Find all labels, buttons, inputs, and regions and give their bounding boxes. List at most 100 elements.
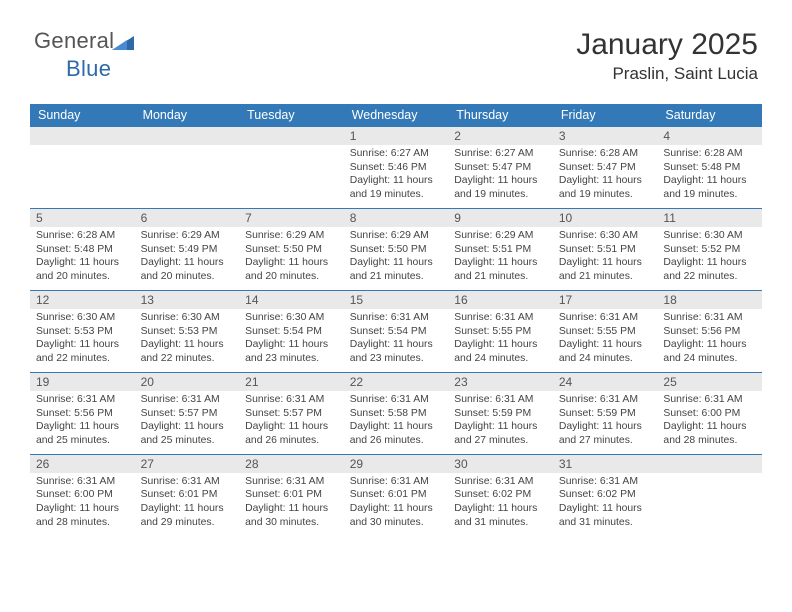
day-info-line: Sunrise: 6:30 AM (141, 311, 234, 325)
day-number: 18 (657, 291, 762, 309)
day-info-line: and 20 minutes. (141, 270, 234, 284)
day-cell: 6Sunrise: 6:29 AMSunset: 5:49 PMDaylight… (135, 209, 240, 290)
day-info-line: and 19 minutes. (663, 188, 756, 202)
day-info: Sunrise: 6:31 AMSunset: 5:56 PMDaylight:… (663, 311, 756, 366)
day-info-line: Sunrise: 6:31 AM (454, 393, 547, 407)
day-cell (135, 127, 240, 208)
day-cell: 13Sunrise: 6:30 AMSunset: 5:53 PMDayligh… (135, 291, 240, 372)
day-info-line: Sunrise: 6:27 AM (350, 147, 443, 161)
day-cell: 4Sunrise: 6:28 AMSunset: 5:48 PMDaylight… (657, 127, 762, 208)
day-header: Sunday (30, 104, 135, 127)
day-info-line: Sunrise: 6:31 AM (454, 475, 547, 489)
day-info-line: Sunrise: 6:31 AM (663, 311, 756, 325)
day-info: Sunrise: 6:31 AMSunset: 5:57 PMDaylight:… (245, 393, 338, 448)
day-cell: 22Sunrise: 6:31 AMSunset: 5:58 PMDayligh… (344, 373, 449, 454)
day-info-line: Daylight: 11 hours (454, 502, 547, 516)
day-info-line: Daylight: 11 hours (663, 174, 756, 188)
day-cell: 3Sunrise: 6:28 AMSunset: 5:47 PMDaylight… (553, 127, 658, 208)
day-info-line: and 24 minutes. (663, 352, 756, 366)
day-info-line: Sunset: 6:01 PM (350, 488, 443, 502)
day-info-line: Sunset: 5:57 PM (141, 407, 234, 421)
day-info: Sunrise: 6:31 AMSunset: 6:02 PMDaylight:… (454, 475, 547, 530)
day-info: Sunrise: 6:31 AMSunset: 6:01 PMDaylight:… (245, 475, 338, 530)
day-info: Sunrise: 6:31 AMSunset: 6:00 PMDaylight:… (663, 393, 756, 448)
day-info-line: Sunrise: 6:30 AM (245, 311, 338, 325)
day-info: Sunrise: 6:29 AMSunset: 5:50 PMDaylight:… (350, 229, 443, 284)
day-cell: 5Sunrise: 6:28 AMSunset: 5:48 PMDaylight… (30, 209, 135, 290)
day-number (239, 127, 344, 145)
day-info-line: Sunset: 5:47 PM (454, 161, 547, 175)
day-info-line: Daylight: 11 hours (36, 420, 129, 434)
day-info-line: and 25 minutes. (36, 434, 129, 448)
day-info-line: Sunset: 5:51 PM (559, 243, 652, 257)
day-info-line: Sunrise: 6:31 AM (350, 393, 443, 407)
day-number: 27 (135, 455, 240, 473)
day-info: Sunrise: 6:30 AMSunset: 5:51 PMDaylight:… (559, 229, 652, 284)
day-cell (239, 127, 344, 208)
day-info-line: Daylight: 11 hours (245, 256, 338, 270)
day-info-line: Daylight: 11 hours (350, 420, 443, 434)
day-info-line: Sunset: 5:59 PM (559, 407, 652, 421)
day-cell: 10Sunrise: 6:30 AMSunset: 5:51 PMDayligh… (553, 209, 658, 290)
day-number: 7 (239, 209, 344, 227)
week-row: 1Sunrise: 6:27 AMSunset: 5:46 PMDaylight… (30, 127, 762, 209)
day-cell: 9Sunrise: 6:29 AMSunset: 5:51 PMDaylight… (448, 209, 553, 290)
day-info-line: Sunset: 5:50 PM (350, 243, 443, 257)
day-info-line: Sunset: 5:47 PM (559, 161, 652, 175)
day-info-line: Sunrise: 6:31 AM (559, 393, 652, 407)
day-info: Sunrise: 6:29 AMSunset: 5:51 PMDaylight:… (454, 229, 547, 284)
day-info-line: Daylight: 11 hours (350, 502, 443, 516)
day-info-line: Sunset: 5:52 PM (663, 243, 756, 257)
day-number: 15 (344, 291, 449, 309)
day-info-line: Daylight: 11 hours (245, 338, 338, 352)
day-info-line: Sunset: 6:02 PM (559, 488, 652, 502)
day-cell: 27Sunrise: 6:31 AMSunset: 6:01 PMDayligh… (135, 455, 240, 536)
day-number: 31 (553, 455, 658, 473)
day-info-line: and 22 minutes. (36, 352, 129, 366)
day-info-line: Sunrise: 6:28 AM (663, 147, 756, 161)
day-info-line: Daylight: 11 hours (454, 174, 547, 188)
day-info-line: Sunset: 5:53 PM (141, 325, 234, 339)
day-cell: 28Sunrise: 6:31 AMSunset: 6:01 PMDayligh… (239, 455, 344, 536)
day-number: 22 (344, 373, 449, 391)
day-info-line: Daylight: 11 hours (245, 502, 338, 516)
day-info: Sunrise: 6:31 AMSunset: 6:00 PMDaylight:… (36, 475, 129, 530)
day-info-line: Sunrise: 6:31 AM (559, 475, 652, 489)
day-info-line: Sunset: 5:57 PM (245, 407, 338, 421)
day-info: Sunrise: 6:28 AMSunset: 5:48 PMDaylight:… (36, 229, 129, 284)
day-info-line: and 24 minutes. (559, 352, 652, 366)
day-cell: 17Sunrise: 6:31 AMSunset: 5:55 PMDayligh… (553, 291, 658, 372)
day-cell: 14Sunrise: 6:30 AMSunset: 5:54 PMDayligh… (239, 291, 344, 372)
day-info-line: Sunset: 5:46 PM (350, 161, 443, 175)
day-header: Monday (135, 104, 240, 127)
day-cell: 2Sunrise: 6:27 AMSunset: 5:47 PMDaylight… (448, 127, 553, 208)
day-number: 12 (30, 291, 135, 309)
day-cell: 8Sunrise: 6:29 AMSunset: 5:50 PMDaylight… (344, 209, 449, 290)
day-number: 30 (448, 455, 553, 473)
day-number: 21 (239, 373, 344, 391)
day-info: Sunrise: 6:31 AMSunset: 5:57 PMDaylight:… (141, 393, 234, 448)
day-info-line: Sunrise: 6:31 AM (559, 311, 652, 325)
day-info-line: and 31 minutes. (559, 516, 652, 530)
day-cell: 1Sunrise: 6:27 AMSunset: 5:46 PMDaylight… (344, 127, 449, 208)
day-info-line: and 27 minutes. (559, 434, 652, 448)
day-cell: 30 Sunrise: 6:31 AMSunset: 6:02 PMDayligh… (448, 455, 553, 536)
day-info-line: Daylight: 11 hours (663, 338, 756, 352)
day-info-line: Sunrise: 6:31 AM (141, 475, 234, 489)
day-info-line: Daylight: 11 hours (559, 174, 652, 188)
day-cell: 15 Sunrise: 6:31 AMSunset: 5:54 PMDayligh… (344, 291, 449, 372)
day-info-line: Sunrise: 6:28 AM (36, 229, 129, 243)
day-number: 29 (344, 455, 449, 473)
day-info-line: and 21 minutes. (350, 270, 443, 284)
day-header: Wednesday (344, 104, 449, 127)
day-info-line: and 20 minutes. (245, 270, 338, 284)
day-info-line: and 22 minutes. (141, 352, 234, 366)
day-info-line: and 20 minutes. (36, 270, 129, 284)
day-header: Saturday (657, 104, 762, 127)
day-info: Sunrise: 6:31 AMSunset: 5:54 PMDaylight:… (350, 311, 443, 366)
day-info-line: Sunrise: 6:29 AM (454, 229, 547, 243)
week-row: 19Sunrise: 6:31 AMSunset: 5:56 PMDayligh… (30, 373, 762, 455)
day-info-line: Sunrise: 6:29 AM (350, 229, 443, 243)
day-info: Sunrise: 6:27 AMSunset: 5:47 PMDaylight:… (454, 147, 547, 202)
day-cell: 19Sunrise: 6:31 AMSunset: 5:56 PMDayligh… (30, 373, 135, 454)
